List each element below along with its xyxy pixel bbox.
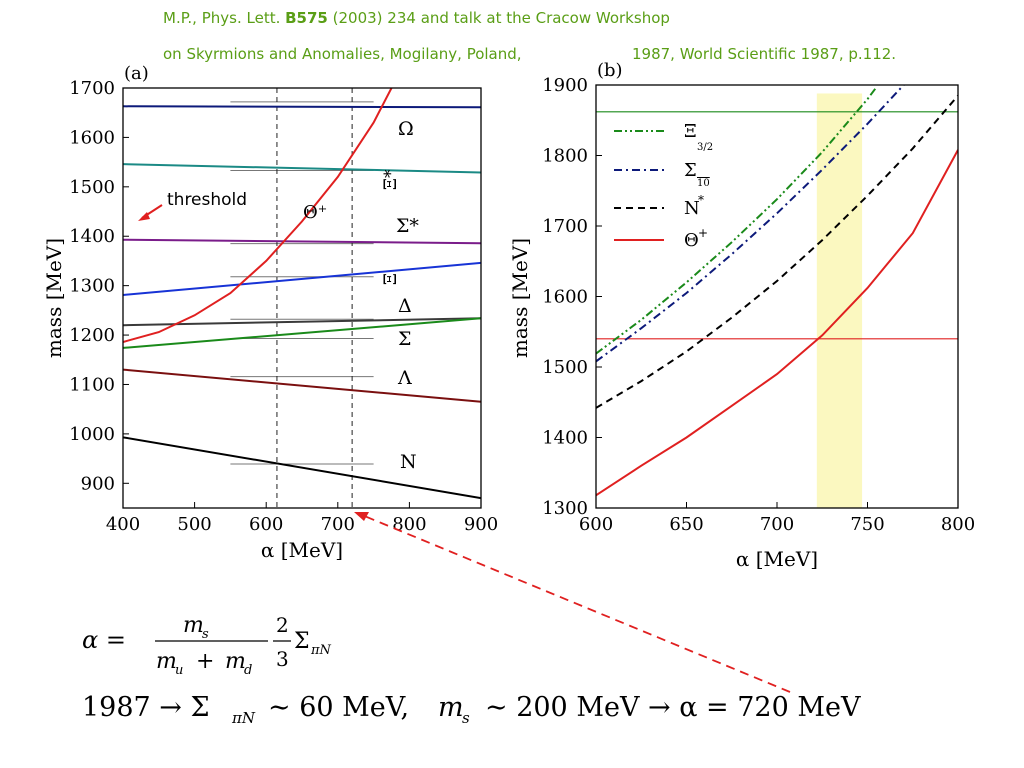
- legend-label-nstar-sup: *: [698, 193, 704, 207]
- curve-label-5: Σ: [398, 328, 411, 350]
- curve-label-6: Λ: [397, 367, 412, 389]
- series-line-a-2: [123, 238, 481, 245]
- x-axis-label-a: α [MeV]: [261, 538, 343, 562]
- eq2-part1: 1987 → Σ: [82, 692, 210, 723]
- curve-label-0: Ω: [398, 118, 414, 140]
- series-line-a-5: [123, 317, 481, 349]
- eq1-sigma-sub: πN: [310, 643, 332, 658]
- legend-label-nstar: N: [684, 198, 700, 219]
- link-arrow-line: [361, 514, 791, 693]
- y-tick-label-a: 900: [81, 473, 115, 494]
- theta-curve-label: Θ⁺: [303, 202, 327, 223]
- eq2-sigma-sub: πN: [231, 709, 256, 727]
- panel-a-label: (a): [124, 63, 149, 84]
- curve-label-1: Ξ*: [381, 169, 401, 190]
- reference-line-2b: 1987, World Scientific 1987, p.112.: [632, 45, 897, 63]
- series-line-a-8: [123, 88, 393, 343]
- x-tick-label-a: 500: [177, 514, 211, 535]
- eq1-frac2-num: 2: [276, 613, 289, 637]
- y-tick-label-b: 1300: [542, 498, 588, 519]
- series-line-a-0: [123, 105, 481, 109]
- eq2-ms: m: [438, 692, 464, 723]
- x-tick-label-a: 400: [106, 514, 140, 535]
- eq1-den-ma: m: [156, 649, 177, 674]
- curve-label-7: N: [400, 451, 417, 473]
- series-line-a-4: [123, 317, 481, 327]
- panel-a-plot-area: [123, 88, 481, 508]
- x-tick-label-a: 600: [249, 514, 283, 535]
- x-tick-label-b: 600: [579, 514, 613, 535]
- panel-b-label: (b): [597, 60, 623, 81]
- eq1-den-d: d: [244, 663, 252, 678]
- eq2-part2: ∼ 60 MeV,: [268, 692, 409, 723]
- reference-line-2a: on Skyrmions and Anomalies, Mogilany, Po…: [163, 45, 522, 63]
- x-axis-label-b: α [MeV]: [736, 547, 818, 571]
- legend-label-theta: Θ: [684, 230, 699, 251]
- curve-label-3: Ξ: [381, 273, 401, 285]
- series-line-a-1: [123, 163, 481, 174]
- x-tick-label-a: 700: [321, 514, 355, 535]
- threshold-label: threshold: [167, 190, 247, 210]
- curve-label-2: Σ*: [396, 215, 419, 237]
- series-line-b-0: [596, 86, 878, 355]
- panel-a-frame: [122, 87, 482, 509]
- eq1-den-mb: m: [225, 649, 246, 674]
- eq1-num-sub: s: [202, 627, 209, 642]
- eq1-frac2-den: 3: [276, 647, 289, 671]
- eq1-sigma: Σ: [294, 629, 310, 654]
- x-tick-label-a: 900: [464, 514, 498, 535]
- legend-label-theta-sup: +: [698, 226, 708, 240]
- x-tick-label-b: 650: [669, 514, 703, 535]
- series-line-a-3: [123, 261, 481, 296]
- eq2-part4: ∼ 200 MeV → α = 720 MeV: [485, 692, 861, 723]
- y-tick-label-a: 1000: [69, 424, 115, 445]
- eq1-den-plus: +: [196, 649, 214, 674]
- x-tick-label-b: 700: [760, 514, 794, 535]
- legend-label-xi32-sub: 3/2: [697, 142, 713, 153]
- series-line-a-6: [123, 368, 481, 403]
- y-tick-label-a: 1600: [69, 127, 115, 148]
- y-axis-label-b: mass [MeV]: [508, 238, 532, 358]
- y-axis-label-a: mass [MeV]: [42, 238, 66, 358]
- series-line-b-2: [596, 94, 958, 409]
- y-tick-label-a: 1400: [69, 226, 115, 247]
- threshold-arrow-head: [138, 212, 150, 221]
- legend-label-xi32: Ξ: [684, 121, 697, 142]
- y-tick-label-b: 1600: [542, 287, 588, 308]
- legend-label-sigma10: Σ: [684, 160, 697, 181]
- reference-line-1: M.P., Phys. Lett. B575 (2003) 234 and ta…: [163, 9, 670, 27]
- x-tick-label-b: 800: [941, 514, 975, 535]
- x-tick-label-b: 750: [850, 514, 884, 535]
- series-line-b-1: [596, 85, 905, 363]
- y-tick-label-a: 1100: [69, 374, 115, 395]
- y-tick-label-b: 1400: [542, 428, 588, 449]
- y-tick-label-a: 1300: [69, 276, 115, 297]
- x-tick-label-a: 800: [392, 514, 426, 535]
- y-tick-label-b: 1700: [542, 216, 588, 237]
- series-line-b-3: [596, 149, 958, 497]
- eq1-lhs: α =: [82, 626, 126, 654]
- legend-label-sigma10-sub: 10: [697, 178, 710, 189]
- y-tick-label-b: 1800: [542, 146, 588, 167]
- y-tick-label-a: 1700: [69, 78, 115, 99]
- eq2-ms-sub: s: [462, 709, 470, 727]
- y-tick-label-a: 1500: [69, 177, 115, 198]
- y-tick-label-b: 1500: [542, 357, 588, 378]
- eq1-num-m: m: [183, 613, 204, 638]
- y-tick-label-a: 1200: [69, 325, 115, 346]
- link-arrow-head: [354, 512, 369, 521]
- panel-b-frame: [595, 84, 959, 509]
- eq1-den-u: u: [175, 663, 183, 678]
- series-line-a-7: [123, 436, 481, 500]
- curve-label-4: Δ: [398, 295, 412, 317]
- panel-b-plot-area: [596, 85, 958, 508]
- y-tick-label-b: 1900: [542, 75, 588, 96]
